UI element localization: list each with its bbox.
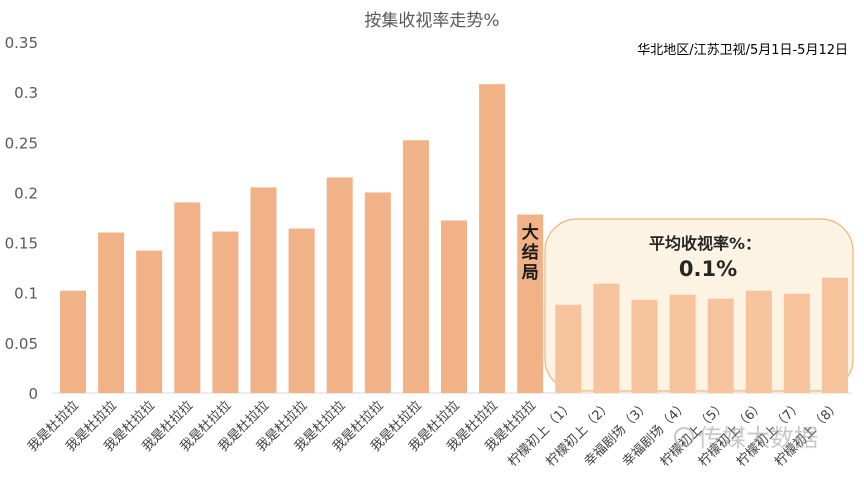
bar: [402, 140, 429, 393]
x-tick-label: 柠檬初上（1）: [506, 398, 578, 470]
chart-title: 按集收视率走势%: [364, 11, 499, 31]
watermark: 传媒大数据: [674, 424, 818, 452]
x-tick-label: 幸福剧场（4）: [620, 398, 692, 470]
bar: [593, 283, 620, 393]
bar: [441, 220, 467, 393]
average-rating-label: 平均收视率%：: [649, 234, 761, 253]
bar: [822, 277, 848, 393]
y-axis-tick-labels: 0 0.05 0.1 0.15 0.2 0.25 0.3 0.35: [5, 34, 38, 403]
bar: [364, 192, 391, 393]
bar: [631, 299, 658, 393]
bar: [174, 202, 201, 393]
y-tick-label: 0.2: [14, 184, 38, 202]
bar: [98, 232, 125, 393]
y-tick-label: 0.1: [14, 285, 38, 303]
bar: [783, 293, 810, 393]
x-tick-label: 柠檬初上（2）: [544, 398, 616, 470]
x-tick-label: 幸福剧场（3）: [582, 398, 654, 470]
y-tick-label: 0.05: [5, 335, 38, 353]
bar: [250, 187, 277, 393]
y-tick-label: 0.3: [14, 84, 38, 102]
bar: [479, 84, 506, 394]
bar: [288, 228, 315, 393]
bar: [212, 231, 239, 393]
y-tick-label: 0.25: [5, 134, 38, 152]
finale-annotation: 大结局: [522, 222, 539, 283]
watermark-logo-icon: [674, 427, 694, 447]
bar: [136, 250, 163, 393]
bar: [745, 290, 772, 393]
y-tick-label: 0.35: [5, 34, 38, 52]
average-rating-panel: [544, 218, 854, 392]
bar: [707, 298, 734, 393]
y-tick-label: 0: [28, 385, 38, 403]
bar: [60, 290, 86, 393]
average-rating-value: 0.1%: [679, 257, 737, 281]
bar: [669, 294, 696, 393]
chart-subtitle: 华北地区/江苏卫视/5月1日-5月12日: [637, 42, 848, 58]
bar-series: [60, 84, 848, 394]
watermark-text: 传媒大数据: [698, 424, 818, 452]
bar: [555, 304, 582, 393]
bar: [326, 177, 353, 393]
y-tick-label: 0.15: [5, 235, 38, 253]
bar: [517, 214, 544, 393]
